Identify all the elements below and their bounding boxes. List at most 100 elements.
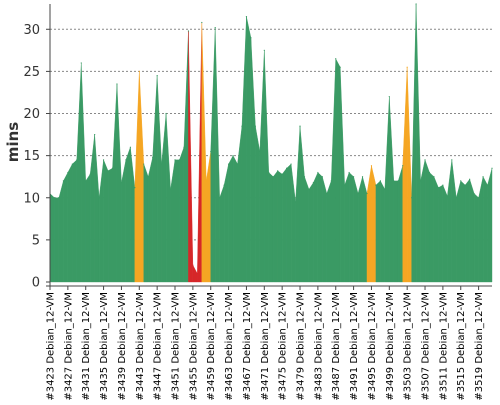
data-point <box>402 165 404 167</box>
x-tick-label: #3455 Debian_12-VM <box>188 292 199 400</box>
area-segment <box>214 27 220 283</box>
data-point <box>245 16 248 18</box>
data-point <box>473 192 475 195</box>
area-segment <box>134 71 140 283</box>
data-point <box>102 159 105 161</box>
data-point <box>125 159 127 161</box>
data-point <box>214 26 216 29</box>
data-point <box>89 173 91 175</box>
data-point <box>53 197 56 199</box>
data-point <box>129 146 131 148</box>
data-point <box>370 165 373 167</box>
data-point <box>205 180 207 182</box>
data-point <box>169 188 172 190</box>
area-segment <box>237 126 243 283</box>
x-tick-label: #3483 Debian_12-VM <box>313 292 324 400</box>
y-tick-labels: 0 5 10 15 20 25 30 <box>23 23 40 291</box>
area-segment <box>130 147 136 283</box>
data-point <box>433 176 435 178</box>
data-point <box>196 272 198 275</box>
data-point <box>299 125 301 127</box>
data-point <box>76 159 78 161</box>
x-tick-label: #3479 Debian_12-VM <box>296 292 307 400</box>
area-segment <box>174 159 180 283</box>
data-point <box>67 171 69 174</box>
data-point <box>317 171 319 174</box>
data-point <box>254 125 256 127</box>
data-point <box>469 178 471 180</box>
data-point <box>460 180 462 182</box>
area-segment <box>308 181 314 283</box>
data-point <box>451 159 453 161</box>
area-segment <box>487 168 493 283</box>
area-segment <box>152 75 158 283</box>
data-point <box>259 150 261 153</box>
area-segment <box>322 176 328 283</box>
x-tick-label: #3451 Debian_12-VM <box>171 292 182 400</box>
area-segment <box>335 58 341 283</box>
area-segment <box>478 176 484 283</box>
area-segment <box>460 180 466 283</box>
area-segment <box>380 180 386 283</box>
data-point <box>344 184 346 186</box>
x-tick-label: #3447 Debian_12-VM <box>153 292 164 400</box>
area-segment <box>286 163 292 283</box>
area-segment <box>250 37 256 283</box>
x-tick-label: #3439 Debian_12-VM <box>117 292 128 400</box>
data-point <box>379 180 381 182</box>
area-segment <box>58 180 64 283</box>
data-point <box>366 192 368 195</box>
area-segment <box>424 159 430 283</box>
area-segment <box>402 67 408 283</box>
x-tick-label: #3427 Debian_12-VM <box>63 292 74 400</box>
data-point <box>236 163 239 165</box>
area-segment <box>473 193 479 283</box>
data-point <box>263 49 265 51</box>
x-tick-label: #3443 Debian_12-VM <box>135 292 146 400</box>
data-point <box>286 167 288 169</box>
axis-layer <box>46 4 492 290</box>
area-segment <box>165 113 171 283</box>
data-point <box>486 184 489 186</box>
area-segment <box>465 178 470 283</box>
data-point <box>138 70 140 72</box>
data-point <box>406 66 408 68</box>
data-point <box>375 184 377 186</box>
data-point <box>80 62 82 64</box>
data-point <box>290 163 292 165</box>
area-segment <box>295 126 301 283</box>
area-segment <box>241 16 247 283</box>
area-segment <box>255 126 261 283</box>
data-point <box>437 187 440 189</box>
data-point <box>326 192 328 195</box>
area-segment <box>148 157 153 283</box>
area-segment <box>273 170 278 283</box>
y-axis-label: mins <box>4 122 22 162</box>
area-segment <box>197 22 202 283</box>
area-segment <box>313 172 319 283</box>
area-segment <box>420 159 426 283</box>
y-tick-label: 15 <box>23 149 40 164</box>
area-segment <box>357 176 363 283</box>
area-segment <box>433 176 439 283</box>
area-segment <box>447 159 453 283</box>
x-tick-label: #3459 Debian_12-VM <box>206 292 217 400</box>
area-segment <box>389 96 394 283</box>
area-segment <box>63 172 69 283</box>
y-tick-label: 0 <box>32 276 40 291</box>
area-segment <box>290 164 296 283</box>
area-segment <box>206 151 211 283</box>
data-point <box>321 176 323 178</box>
area-segment <box>223 164 229 283</box>
area-segment <box>179 147 185 283</box>
area-segment <box>183 30 189 283</box>
area-segment <box>415 3 421 283</box>
data-point <box>187 30 190 32</box>
data-point <box>219 197 221 199</box>
data-point <box>348 171 350 174</box>
area-segment <box>281 167 287 283</box>
x-tick-label: #3467 Debian_12-VM <box>242 292 253 400</box>
area-segment <box>139 71 144 283</box>
data-point <box>272 176 274 178</box>
